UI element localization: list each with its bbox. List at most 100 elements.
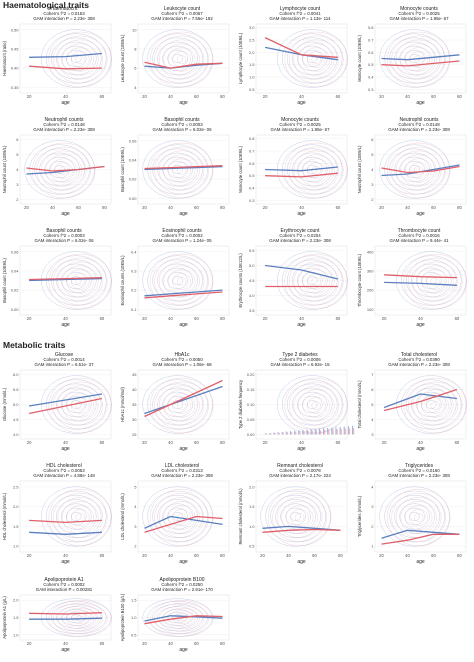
x-tick-label: 60: [194, 641, 199, 646]
y-tick-label: 30: [132, 417, 137, 422]
y-tick-label: 6: [134, 66, 137, 71]
x-tick-label: 40: [405, 553, 410, 558]
y-axis-label: Apolipoprotein A1 (g/L): [2, 596, 7, 639]
y-tick-label: 2.0: [249, 50, 255, 55]
section-title-metabolic: Metabolic traits: [3, 340, 66, 350]
y-axis-label: Leukocyte count (10E9/L): [120, 34, 125, 82]
bar: [291, 432, 293, 435]
density-contour: [40, 150, 87, 191]
series-line-red: [383, 388, 458, 412]
bar: [282, 432, 284, 435]
chart-effect-size: Cohen's f^2 = 0.0002: [161, 233, 203, 238]
density-contour: [158, 261, 205, 302]
x-tick-label: 60: [431, 553, 436, 558]
y-tick-label: 3: [371, 182, 374, 187]
y-tick-label: 5: [371, 152, 374, 157]
y-tick-label: 2.0: [249, 484, 255, 489]
y-axis-label: Apolipoprotein B100 (g/L): [120, 593, 125, 641]
density-contour: [270, 495, 321, 538]
density-contour: [53, 493, 108, 542]
density-contour: [287, 37, 338, 80]
density-contour: [391, 146, 446, 195]
density-contour: [48, 377, 112, 434]
y-axis-label: Remnant cholesterol (mmol/L): [238, 488, 243, 545]
x-tick-label: 80: [457, 205, 462, 210]
y-tick-label: 0.04: [11, 268, 20, 273]
y-axis-label: Triglycerides (mmol/L): [357, 495, 362, 537]
density-contour: [384, 490, 445, 543]
density-contour: [31, 142, 96, 199]
y-tick-label: 6.0: [13, 372, 19, 377]
density-contour: [311, 277, 321, 286]
series-line-red: [144, 61, 223, 69]
y-tick-label: 5: [16, 152, 19, 157]
x-tick-label: 20: [382, 440, 387, 445]
y-tick-label: 5.0: [249, 263, 255, 268]
density-contour: [71, 273, 90, 290]
density-contour: [417, 389, 454, 422]
x-axis-label: age: [416, 211, 425, 217]
x-tick-label: 80: [220, 205, 225, 210]
density-contour: [401, 255, 462, 306]
bar: [331, 427, 333, 435]
bar: [340, 428, 342, 435]
density-contour: [142, 486, 213, 547]
x-tick-label: 60: [431, 205, 436, 210]
bar: [295, 431, 297, 435]
density-contour: [265, 490, 326, 543]
y-tick-label: 1: [371, 544, 374, 549]
chart-gam-p: GAM interaction P = 0.00281: [36, 587, 93, 592]
y-tick-label: 1.0: [249, 524, 255, 529]
density-contour: [176, 401, 187, 410]
density-contour: [66, 50, 87, 67]
y-tick-label: 0.45: [11, 46, 20, 51]
chart-title: Lymphocyte count: [280, 6, 321, 12]
chart-title: Apolipoprotein A1: [44, 577, 83, 583]
x-tick-label: 20: [260, 553, 265, 558]
density-contour: [152, 37, 203, 80]
density-contour: [277, 251, 348, 310]
y-tick-label: 4.5: [13, 417, 19, 422]
density-contour: [66, 505, 94, 530]
x-axis-label: age: [416, 100, 425, 106]
chart-effect-size: Cohen's f^2 = 0.0160: [398, 468, 440, 473]
x-tick-label: 80: [220, 553, 225, 558]
density-contour: [379, 140, 450, 199]
x-tick-label: 40: [50, 205, 55, 210]
chart-gam-p: GAM interaction P = 2.23e- 308: [388, 473, 450, 478]
density-contour: [281, 501, 318, 534]
bar: [273, 432, 275, 435]
y-tick-label: 4.5: [249, 278, 255, 283]
series-line-red: [29, 65, 102, 70]
y-tick-label: 6: [371, 387, 374, 392]
x-tick-label: 20: [263, 205, 268, 210]
chart-title: Haematocrit: [51, 6, 79, 12]
density-contour: [391, 493, 446, 542]
x-tick-label: 40: [63, 553, 68, 558]
y-tick-label: 2.5: [249, 38, 255, 43]
density-contour: [149, 377, 214, 434]
density-contour: [289, 35, 344, 84]
density-contour: [163, 154, 200, 187]
density-contour: [167, 507, 188, 526]
density-contour: [71, 51, 90, 68]
density-contour: [276, 497, 323, 538]
chart-title: Neutrophil counts: [400, 117, 439, 123]
y-tick-label: 2.5: [13, 484, 19, 489]
bar: [310, 429, 312, 435]
x-tick-label: 20: [142, 94, 147, 99]
series-line-red: [26, 165, 105, 172]
chart-effect-size: Cohen's f^2 = 0.0204: [279, 233, 321, 238]
series-line-blue: [383, 393, 457, 409]
y-tick-label: 0.20: [247, 372, 256, 377]
series-line-red: [144, 615, 223, 625]
y-tick-label: 1.5: [131, 598, 137, 603]
bar: [314, 429, 316, 435]
bar: [266, 433, 268, 435]
